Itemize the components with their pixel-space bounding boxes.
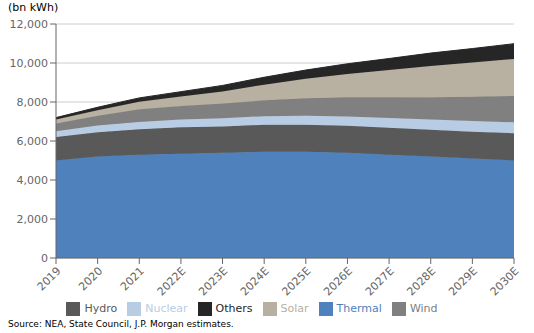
svg-text:0: 0 [41,252,48,265]
svg-text:2019: 2019 [35,264,64,293]
svg-text:2021: 2021 [118,264,147,293]
svg-text:2024E: 2024E [238,264,272,298]
html-text:Others: Others [215,302,253,315]
svg-text:10,000: 10,000 [10,57,49,70]
html-text:Hydro: Hydro [84,302,118,315]
svg-text:2025E: 2025E [280,264,314,298]
html-text:Thermal: Thermal [336,302,382,315]
html-text:Source: NEA, State Council, J.: Source: NEA, State Council, J.P. Morgan … [8,319,234,329]
svg-text:2020: 2020 [76,264,105,293]
svg-text:2028E: 2028E [404,264,438,298]
svg-text:2027E: 2027E [363,264,397,298]
svg-text:8,000: 8,000 [17,96,49,109]
html-text:Wind: Wind [409,302,438,315]
html-text:Nuclear: Nuclear [145,302,188,315]
svg-text:6,000: 6,000 [17,135,49,148]
svg-text:12,000: 12,000 [10,18,49,31]
svg-text:2023E: 2023E [196,264,230,298]
svg-text:2026E: 2026E [321,264,355,298]
svg-text:2030E: 2030E [488,264,522,298]
svg-text:2,000: 2,000 [17,213,49,226]
svg-text:4,000: 4,000 [17,174,49,187]
html-text:(bn kWh): (bn kWh) [8,1,59,14]
svg-text:2029E: 2029E [446,264,480,298]
html-text:Solar: Solar [280,302,309,315]
svg-text:2022E: 2022E [155,264,189,298]
